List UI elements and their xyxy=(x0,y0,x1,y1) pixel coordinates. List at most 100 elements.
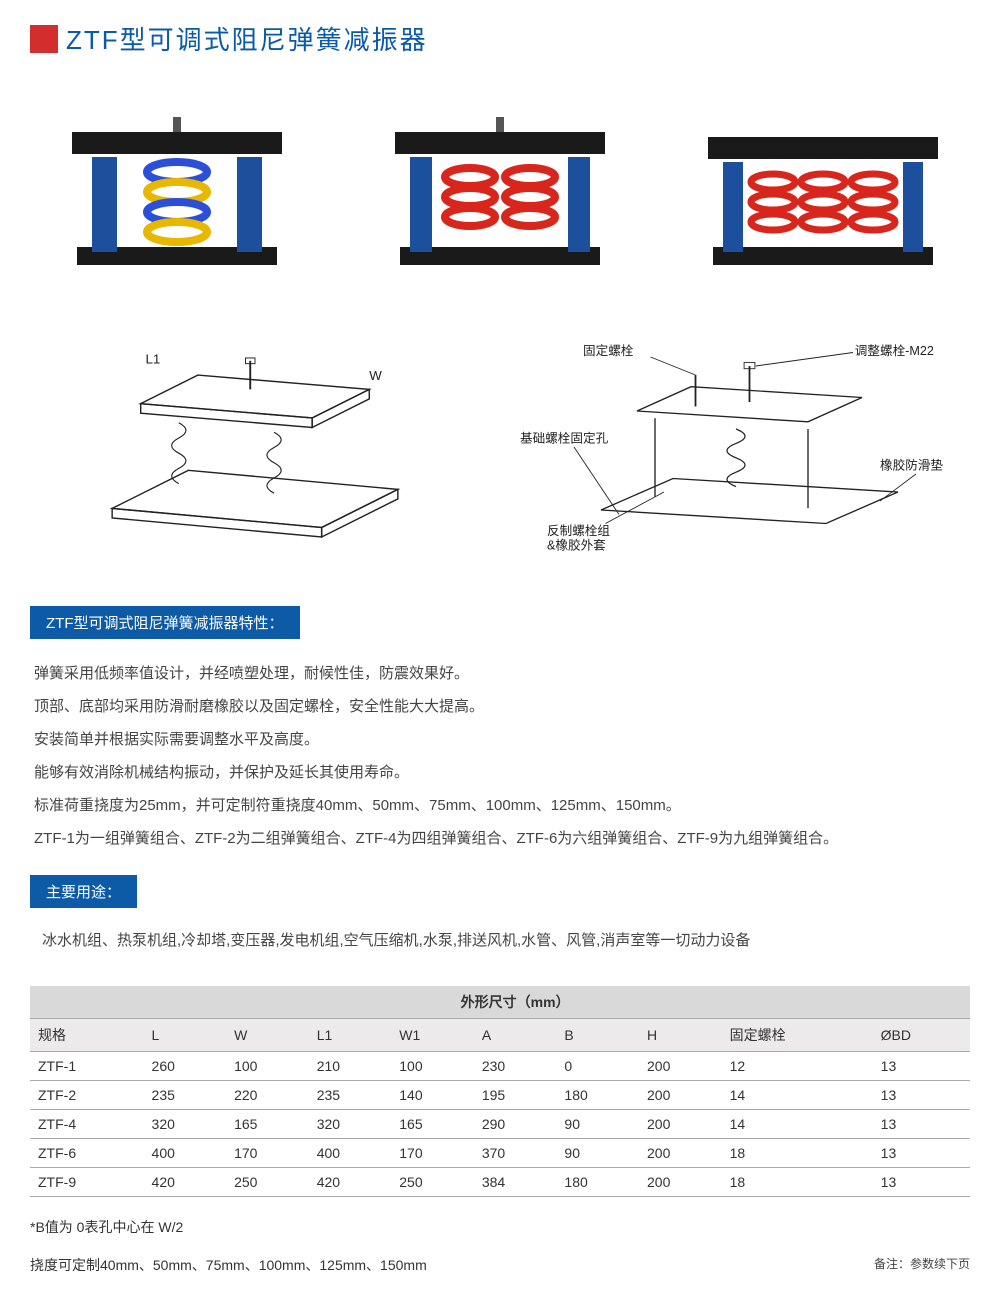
table-cell: 170 xyxy=(391,1139,474,1168)
table-cell: 200 xyxy=(639,1139,722,1168)
column-header: L xyxy=(144,1019,227,1052)
table-cell: 230 xyxy=(474,1052,557,1081)
footnote-b: *B值为 0表孔中心在 W/2 xyxy=(30,1217,970,1237)
table-cell: 13 xyxy=(873,1139,970,1168)
table-cell: 165 xyxy=(391,1110,474,1139)
isolator-icon xyxy=(47,97,307,287)
table-row: ZTF-22352202351401951802001413 xyxy=(30,1081,970,1110)
svg-text:基础螺栓固定孔: 基础螺栓固定孔 xyxy=(520,431,609,445)
table-cell: 200 xyxy=(639,1110,722,1139)
table-cell: 250 xyxy=(226,1168,309,1197)
table-cell: 384 xyxy=(474,1168,557,1197)
accent-square-icon xyxy=(30,25,58,53)
table-cell: ZTF-4 xyxy=(30,1110,144,1139)
table-cell: 260 xyxy=(144,1052,227,1081)
table-cell: 250 xyxy=(391,1168,474,1197)
product-photo-row xyxy=(30,97,970,287)
table-cell: 13 xyxy=(873,1081,970,1110)
column-header: H xyxy=(639,1019,722,1052)
svg-text:反制螺栓组: 反制螺栓组 xyxy=(547,524,610,538)
annotated-diagram: 固定螺栓 调整螺栓-M22 基础螺栓固定孔 橡胶防滑垫 反制螺栓组 &橡胶外套 xyxy=(520,337,970,556)
remark-text: 备注：参数续下页 xyxy=(874,1255,970,1275)
table-cell: 18 xyxy=(722,1139,873,1168)
svg-text:W: W xyxy=(369,368,382,383)
column-header: 规格 xyxy=(30,1019,144,1052)
table-cell: 195 xyxy=(474,1081,557,1110)
table-cell: 18 xyxy=(722,1168,873,1197)
uses-badge: 主要用途： xyxy=(30,875,137,908)
table-cell: 200 xyxy=(639,1081,722,1110)
table-cell: 90 xyxy=(556,1110,639,1139)
svg-text:L1: L1 xyxy=(145,352,160,367)
table-cell: ZTF-9 xyxy=(30,1168,144,1197)
table-cell: 400 xyxy=(144,1139,227,1168)
table-cell: 14 xyxy=(722,1081,873,1110)
svg-text:调整螺栓-M22: 调整螺栓-M22 xyxy=(855,344,934,358)
group-header-cell: 外形尺寸（mm） xyxy=(309,986,722,1019)
features-section: ZTF型可调式阻尼弹簧减振器特性： 弹簧采用低频率值设计，并经喷塑处理，耐候性佳… xyxy=(30,606,970,855)
table-cell: 400 xyxy=(309,1139,392,1168)
product-photo-1 xyxy=(47,97,307,287)
dimension-diagram: L1 W xyxy=(30,337,480,556)
features-list: 弹簧采用低频率值设计，并经喷塑处理，耐候性佳，防震效果好。顶部、底部均采用防滑耐… xyxy=(30,657,970,855)
table-cell: 0 xyxy=(556,1052,639,1081)
spec-table: 外形尺寸（mm） 规格LWL1W1ABH固定螺栓ØBD ZTF-12601002… xyxy=(30,986,970,1197)
table-row: ZTF-6400170400170370902001813 xyxy=(30,1139,970,1168)
feature-item: ZTF-1为一组弹簧组合、ZTF-2为二组弹簧组合、ZTF-4为四组弹簧组合、Z… xyxy=(34,822,970,855)
feature-item: 标准荷重挠度为25mm，并可定制符重挠度40mm、50mm、75mm、100mm… xyxy=(34,789,970,822)
footnote-deflection: 挠度可定制40mm、50mm、75mm、100mm、125mm、150mm xyxy=(30,1255,427,1275)
table-cell: 235 xyxy=(309,1081,392,1110)
product-photo-3 xyxy=(693,97,953,287)
table-cell: 13 xyxy=(873,1110,970,1139)
table-cell: 320 xyxy=(144,1110,227,1139)
feature-item: 弹簧采用低频率值设计，并经喷塑处理，耐候性佳，防震效果好。 xyxy=(34,657,970,690)
footnote-row: 挠度可定制40mm、50mm、75mm、100mm、125mm、150mm 备注… xyxy=(30,1255,970,1275)
column-header: A xyxy=(474,1019,557,1052)
table-cell: 100 xyxy=(391,1052,474,1081)
svg-text:橡胶防滑垫: 橡胶防滑垫 xyxy=(880,457,943,472)
table-cell: 420 xyxy=(309,1168,392,1197)
table-body: ZTF-126010021010023002001213ZTF-22352202… xyxy=(30,1052,970,1197)
table-cell: 180 xyxy=(556,1081,639,1110)
table-cell: 370 xyxy=(474,1139,557,1168)
title-row: ZTF型可调式阻尼弹簧减振器 xyxy=(30,20,970,57)
column-header: L1 xyxy=(309,1019,392,1052)
diagram-row: L1 W 固定螺栓 调整螺栓-M22 基础螺栓固定孔 xyxy=(30,337,970,556)
features-badge: ZTF型可调式阻尼弹簧减振器特性： xyxy=(30,606,300,639)
table-cell: ZTF-2 xyxy=(30,1081,144,1110)
isolator-icon xyxy=(693,97,953,287)
table-cell: 13 xyxy=(873,1168,970,1197)
page-title: ZTF型可调式阻尼弹簧减振器 xyxy=(66,20,428,57)
table-row: ZTF-126010021010023002001213 xyxy=(30,1052,970,1081)
table-cell: 320 xyxy=(309,1110,392,1139)
table-cell: 165 xyxy=(226,1110,309,1139)
table-row: ZTF-4320165320165290902001413 xyxy=(30,1110,970,1139)
table-cell: 90 xyxy=(556,1139,639,1168)
feature-item: 能够有效消除机械结构振动，并保护及延长其使用寿命。 xyxy=(34,756,970,789)
table-cell: 235 xyxy=(144,1081,227,1110)
table-cell: 210 xyxy=(309,1052,392,1081)
table-cell: 12 xyxy=(722,1052,873,1081)
table-column-header: 规格LWL1W1ABH固定螺栓ØBD xyxy=(30,1019,970,1052)
table-group-header: 外形尺寸（mm） xyxy=(30,986,970,1019)
table-cell: 170 xyxy=(226,1139,309,1168)
table-cell: 14 xyxy=(722,1110,873,1139)
column-header: W1 xyxy=(391,1019,474,1052)
table-cell: ZTF-1 xyxy=(30,1052,144,1081)
column-header: B xyxy=(556,1019,639,1052)
table-cell: 140 xyxy=(391,1081,474,1110)
table-row: ZTF-94202504202503841802001813 xyxy=(30,1168,970,1197)
table-cell: 180 xyxy=(556,1168,639,1197)
table-cell: ZTF-6 xyxy=(30,1139,144,1168)
table-cell: 200 xyxy=(639,1052,722,1081)
svg-text:&橡胶外套: &橡胶外套 xyxy=(547,537,606,552)
uses-text: 冰水机组、热泵机组,冷却塔,变压器,发电机组,空气压缩机,水泵,排送风机,水管、… xyxy=(42,926,970,956)
feature-item: 顶部、底部均采用防滑耐磨橡胶以及固定螺栓，安全性能大大提高。 xyxy=(34,690,970,723)
table-cell: 290 xyxy=(474,1110,557,1139)
feature-item: 安装简单并根据实际需要调整水平及高度。 xyxy=(34,723,970,756)
column-header: W xyxy=(226,1019,309,1052)
column-header: ØBD xyxy=(873,1019,970,1052)
product-photo-2 xyxy=(370,97,630,287)
table-cell: 200 xyxy=(639,1168,722,1197)
isolator-icon xyxy=(370,97,630,287)
